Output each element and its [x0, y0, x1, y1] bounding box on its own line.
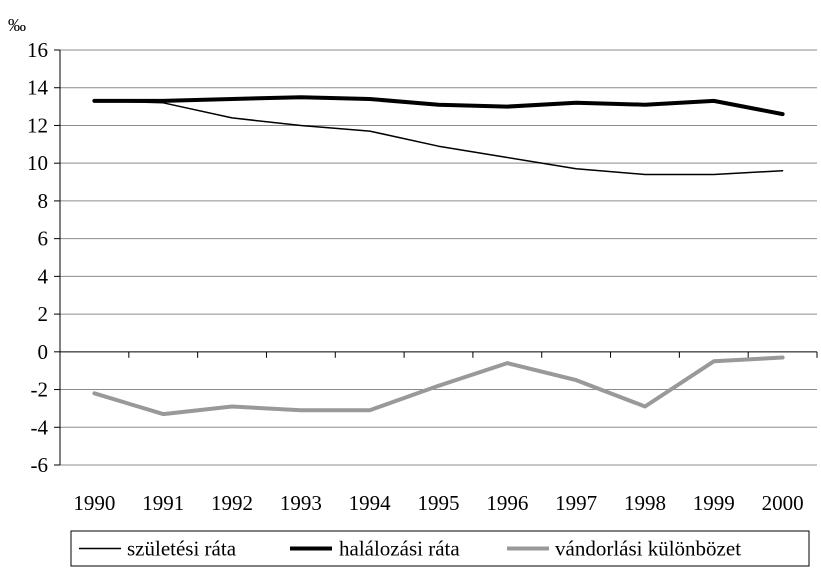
x-tick-labels: 1990 1991 1992 1993 1994 1995 1996 1997 1998 1999… [73, 491, 803, 515]
legend-label-3: vándorlási különbözet [555, 537, 741, 561]
x-tick-label: 1992 [211, 491, 253, 515]
axes [54, 49, 818, 466]
y-tick-label: 12 [27, 113, 48, 137]
x-tick-label: 1998 [624, 491, 666, 515]
x-tick-label: 1990 [73, 491, 115, 515]
x-tick-label: 1999 [693, 491, 735, 515]
grid-lines [60, 49, 817, 466]
y-tick-label: -4 [31, 415, 49, 439]
x-tick-label: 1996 [486, 491, 528, 515]
x-tick-label: 1991 [142, 491, 184, 515]
y-tick-label: -6 [31, 453, 49, 477]
y-tick-label: -2 [31, 378, 49, 402]
y-tick-label: 16 [27, 38, 48, 62]
y-tick-label: 14 [27, 76, 49, 100]
x-tick-label: 1993 [280, 491, 322, 515]
x-tick-label: 1995 [418, 491, 460, 515]
x-tick-label: 2000 [762, 491, 804, 515]
legend: születési ráta halálozási ráta vándorlási … [70, 530, 810, 567]
y-tick-label: 2 [38, 302, 49, 326]
legend-label-2: halálozási ráta [339, 537, 460, 561]
series-lines [92, 95, 785, 417]
y-tick-label: 4 [38, 264, 49, 288]
series-line-1 [93, 100, 784, 176]
x-tick-label: 1997 [555, 491, 597, 515]
y-tick-labels: 16 14 12 10 8 6 4 2 0 -2 -4 -6 [27, 38, 49, 477]
y-tick-label: 0 [38, 340, 49, 364]
series-line-2 [92, 95, 785, 117]
y-tick-label: 8 [38, 189, 49, 213]
y-unit-label: ‰ [8, 15, 26, 35]
x-tick-label: 1994 [349, 491, 392, 515]
y-tick-label: 10 [27, 151, 48, 175]
legend-label-1: születési ráta [127, 537, 237, 561]
legend-box [70, 530, 810, 567]
series-line-3 [92, 355, 785, 417]
y-tick-label: 6 [38, 227, 49, 251]
